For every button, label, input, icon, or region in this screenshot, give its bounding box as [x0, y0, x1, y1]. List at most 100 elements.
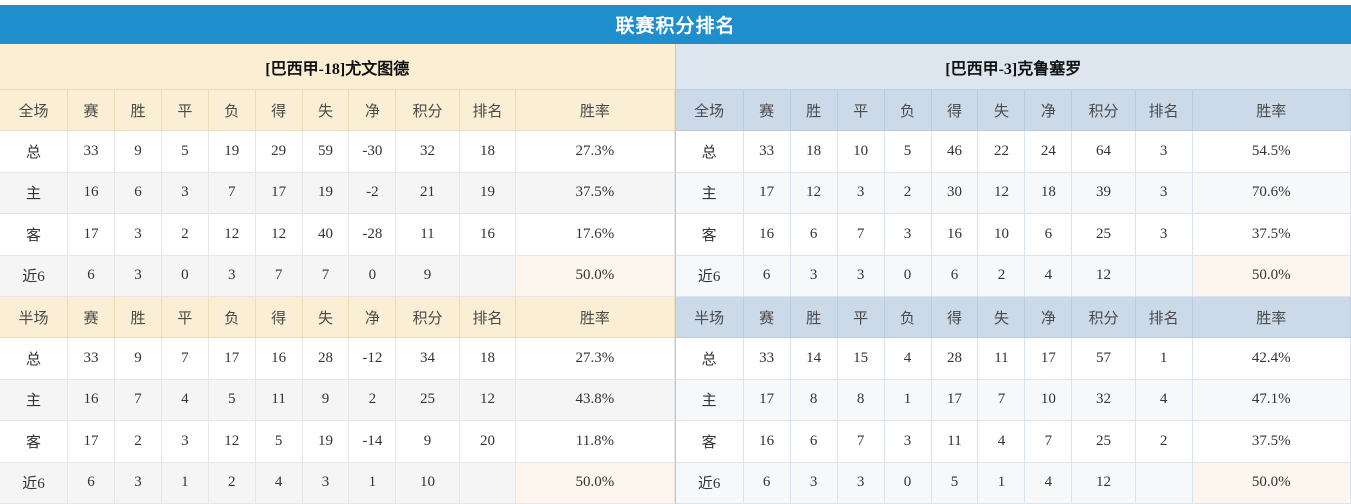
cell-points: 25: [1071, 213, 1136, 256]
cell-win: 9: [114, 130, 162, 173]
cell-loss: 4: [884, 337, 932, 380]
cell-goals-for: 29: [255, 130, 303, 173]
team-name-right: [巴西甲-3]克鲁塞罗: [675, 44, 1351, 89]
cell-rank: 4: [1135, 378, 1193, 422]
col-rank: 排名: [459, 88, 517, 132]
cell-loss: 3: [208, 254, 256, 297]
cell-goal-diff: 17: [1024, 337, 1073, 380]
cell-goal-diff: 0: [348, 254, 397, 297]
cell-goals-against: 19: [302, 420, 350, 463]
row-label: 客: [675, 420, 744, 463]
cell-goals-for: 7: [255, 254, 303, 297]
cell-rank: 3: [1135, 130, 1193, 173]
cell-goals-for: 16: [255, 337, 303, 380]
table-row: 总 33 14 15 4 28 11 17 57 1 42.4%: [675, 337, 1351, 380]
row-label: 总: [675, 337, 744, 380]
cell-win: 6: [790, 213, 838, 256]
col-win: 胜: [790, 295, 838, 339]
page-title: 联赛积分排名: [615, 15, 736, 37]
cell-played: 16: [67, 378, 115, 422]
table-row: 客 17 3 2 12 12 40 -28 11 16 17.6%: [0, 213, 675, 256]
cell-loss: 0: [884, 254, 932, 297]
table-row: 总 33 9 7 17 16 28 -12 34 18 27.3%: [0, 337, 675, 380]
page-title-bar: 联赛积分排名: [0, 5, 1351, 44]
cell-points: 12: [1071, 461, 1136, 504]
cell-rank: [459, 254, 517, 297]
col-loss: 负: [884, 88, 932, 132]
cell-points: 21: [395, 171, 460, 215]
cell-goals-for: 28: [931, 337, 979, 380]
col-goals-against: 失: [977, 295, 1026, 339]
cell-win: 7: [114, 378, 162, 422]
col-points: 积分: [1071, 295, 1136, 339]
row-label: 主: [675, 378, 744, 422]
cell-rank: 1: [1135, 337, 1193, 380]
cell-rank: 18: [459, 337, 517, 380]
col-goals-against: 失: [302, 88, 350, 132]
cell-win: 18: [790, 130, 838, 173]
cell-played: 16: [743, 420, 791, 463]
stats-table-right: 全场 赛 胜 平 负 得 失 净 积分 排名 胜率 总 33: [675, 88, 1351, 504]
col-goals-for: 得: [931, 295, 979, 339]
cell-rank: 20: [459, 420, 517, 463]
cell-played: 17: [743, 171, 791, 215]
cell-points: 64: [1071, 130, 1136, 173]
cell-loss: 2: [884, 171, 932, 215]
cell-goals-against: 22: [977, 130, 1026, 173]
col-scope-half: 半场: [0, 295, 69, 339]
cell-win-rate: 50.0%: [515, 461, 675, 504]
cell-goals-against: 9: [302, 378, 350, 422]
col-win: 胜: [114, 88, 162, 132]
cell-rank: [1135, 461, 1193, 504]
cell-win: 9: [114, 337, 162, 380]
cell-rank: 2: [1135, 420, 1193, 463]
cell-win-rate: 17.6%: [515, 213, 675, 256]
table-row: 客 16 6 7 3 11 4 7 25 2 37.5%: [675, 420, 1351, 463]
col-win-rate: 胜率: [515, 88, 675, 132]
col-loss: 负: [884, 295, 932, 339]
cell-played: 6: [67, 254, 115, 297]
table-row: 主 17 8 8 1 17 7 10 32 4 47.1%: [675, 378, 1351, 422]
col-goals-for: 得: [255, 88, 303, 132]
cell-draw: 4: [161, 378, 209, 422]
cell-goals-against: 10: [977, 213, 1026, 256]
cell-loss: 1: [884, 378, 932, 422]
cell-draw: 15: [837, 337, 885, 380]
cell-loss: 12: [208, 213, 256, 256]
cell-draw: 2: [161, 213, 209, 256]
cell-loss: 5: [208, 378, 256, 422]
col-rank: 排名: [459, 295, 517, 339]
cell-loss: 17: [208, 337, 256, 380]
table-row: 总 33 18 10 5 46 22 24 64 3 54.5%: [675, 130, 1351, 173]
cell-goals-against: 3: [302, 461, 350, 504]
row-label: 近6: [675, 254, 744, 297]
cell-win-rate: 47.1%: [1192, 378, 1351, 422]
cell-goals-against: 59: [302, 130, 350, 173]
team-panel-left: [巴西甲-18]尤文图德 全场 赛 胜 平 负 得 失 净: [0, 44, 676, 504]
table-row: 客 16 6 7 3 16 10 6 25 3 37.5%: [675, 213, 1351, 256]
cell-played: 6: [67, 461, 115, 504]
cell-rank: 12: [459, 378, 517, 422]
cell-points: 10: [395, 461, 460, 504]
row-label: 主: [0, 378, 69, 422]
col-played: 赛: [67, 88, 115, 132]
team-name-left: [巴西甲-18]尤文图德: [0, 44, 675, 89]
row-label: 总: [675, 130, 744, 173]
header-row-half-left: 半场 赛 胜 平 负 得 失 净 积分 排名 胜率: [0, 295, 675, 339]
cell-goals-for: 5: [255, 420, 303, 463]
top-spacer: [0, 0, 1351, 5]
col-goal-diff: 净: [1024, 295, 1073, 339]
stats-table-left: 全场 赛 胜 平 负 得 失 净 积分 排名 胜率 总 33: [0, 88, 675, 504]
col-scope-full: 全场: [0, 88, 69, 132]
cell-points: 12: [1071, 254, 1136, 297]
cell-win-rate: 42.4%: [1192, 337, 1351, 380]
team-panels: [巴西甲-18]尤文图德 全场 赛 胜 平 负 得 失 净: [0, 44, 1351, 504]
cell-win-rate: 37.5%: [1192, 420, 1351, 463]
cell-goal-diff: 24: [1024, 130, 1073, 173]
cell-points: 57: [1071, 337, 1136, 380]
col-scope-full: 全场: [675, 88, 744, 132]
cell-win-rate: 27.3%: [515, 130, 675, 173]
cell-win: 8: [790, 378, 838, 422]
cell-loss: 3: [884, 420, 932, 463]
